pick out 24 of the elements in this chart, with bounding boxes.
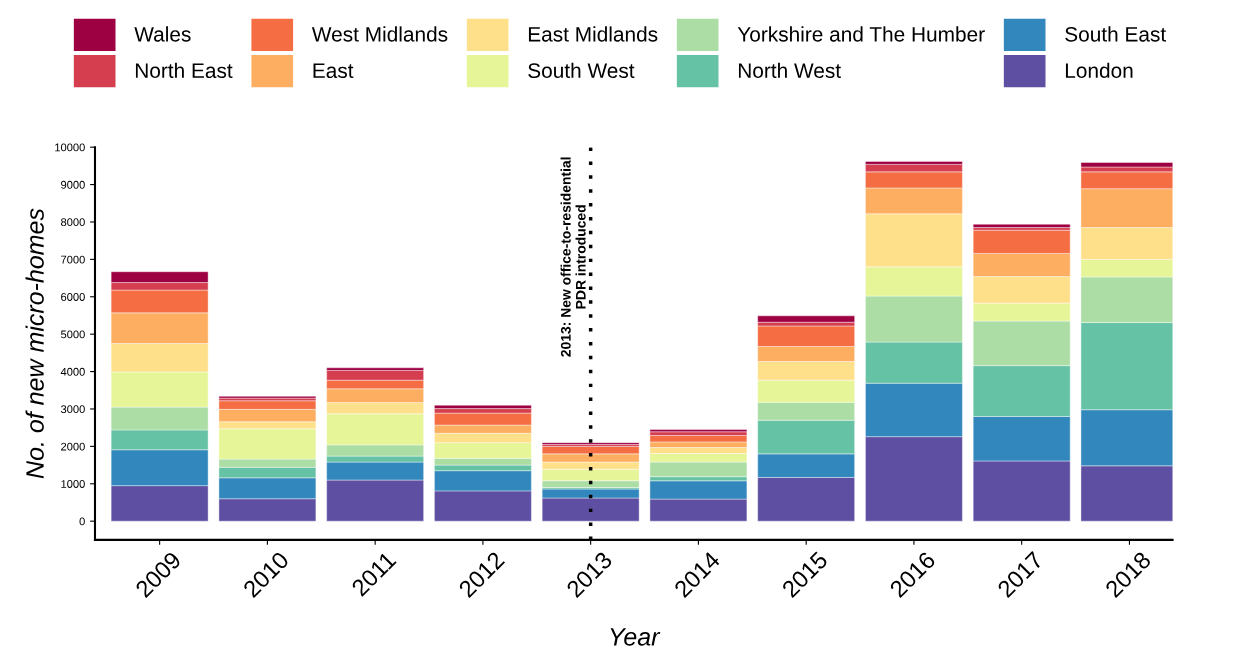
legend-label: North West bbox=[738, 62, 841, 79]
y-tick-label: 8000 bbox=[61, 218, 85, 227]
y-tick-label: 7000 bbox=[61, 255, 85, 264]
y-tick-label: 1000 bbox=[61, 480, 85, 488]
legend-label: West Midlands bbox=[311, 26, 448, 42]
y-tick-label: 0 bbox=[79, 517, 85, 526]
legend-label: Wales bbox=[134, 26, 191, 42]
y-tick-label: 3000 bbox=[60, 405, 85, 414]
y-tick-label: 5000 bbox=[60, 330, 85, 339]
legend-label: East bbox=[313, 63, 354, 79]
y-axis-title: No. of new micro-homes bbox=[25, 208, 44, 479]
y-tick-label: 6000 bbox=[61, 293, 85, 301]
legend-label: East Midlands bbox=[528, 26, 658, 42]
y-tick-label: 10000 bbox=[55, 143, 85, 152]
y-tick-label: 4000 bbox=[60, 367, 85, 376]
ref-line-label: 2013: New office-to-residential PDR introduced bbox=[560, 157, 586, 357]
legend-label: North East bbox=[135, 62, 233, 79]
legend-label: South East bbox=[1065, 26, 1167, 42]
legend-label: Yorkshire and The Humber bbox=[737, 26, 985, 42]
legend-label: London bbox=[1065, 62, 1133, 79]
x-axis-title: Year bbox=[610, 628, 661, 646]
legend-label: South West bbox=[528, 62, 635, 79]
y-tick-label: 9000 bbox=[61, 180, 85, 189]
y-tick-label: 2000 bbox=[61, 442, 85, 451]
